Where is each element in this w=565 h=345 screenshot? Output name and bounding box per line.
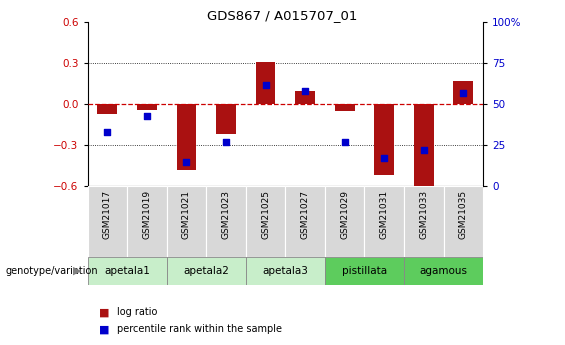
- Text: GSM21033: GSM21033: [419, 190, 428, 239]
- Bar: [444, 186, 483, 257]
- Point: [261, 82, 270, 87]
- Text: GSM21025: GSM21025: [261, 190, 270, 239]
- Bar: [176, 104, 197, 170]
- Point: [103, 129, 112, 135]
- Bar: [295, 91, 315, 104]
- Bar: [246, 186, 285, 257]
- Point: [142, 113, 151, 119]
- Bar: [404, 186, 444, 257]
- Bar: [206, 186, 246, 257]
- Point: [419, 147, 428, 153]
- Text: GSM21019: GSM21019: [142, 190, 151, 239]
- Text: ■: ■: [99, 325, 110, 334]
- Bar: [137, 104, 157, 110]
- Bar: [285, 186, 325, 257]
- Text: log ratio: log ratio: [117, 307, 157, 317]
- Text: GDS867 / A015707_01: GDS867 / A015707_01: [207, 9, 358, 22]
- Text: agamous: agamous: [420, 266, 467, 276]
- Bar: [88, 257, 167, 285]
- Point: [221, 139, 231, 145]
- Bar: [246, 257, 325, 285]
- Point: [301, 88, 310, 94]
- Bar: [167, 257, 246, 285]
- Bar: [127, 186, 167, 257]
- Text: GSM21023: GSM21023: [221, 190, 231, 239]
- Text: GSM21031: GSM21031: [380, 190, 389, 239]
- Bar: [255, 62, 276, 104]
- Text: pistillata: pistillata: [342, 266, 387, 276]
- Bar: [88, 186, 127, 257]
- Text: GSM21027: GSM21027: [301, 190, 310, 239]
- Text: percentile rank within the sample: percentile rank within the sample: [117, 325, 282, 334]
- Text: ▶: ▶: [73, 266, 82, 276]
- Text: apetala1: apetala1: [104, 266, 150, 276]
- Text: GSM21021: GSM21021: [182, 190, 191, 239]
- Bar: [325, 186, 364, 257]
- Text: genotype/variation: genotype/variation: [6, 266, 98, 276]
- Bar: [404, 257, 483, 285]
- Bar: [375, 104, 394, 175]
- Text: ■: ■: [99, 307, 110, 317]
- Bar: [334, 104, 355, 111]
- Bar: [98, 104, 118, 114]
- Point: [380, 156, 389, 161]
- Point: [459, 90, 468, 96]
- Text: GSM21017: GSM21017: [103, 190, 112, 239]
- Bar: [364, 186, 404, 257]
- Bar: [216, 104, 236, 135]
- Bar: [167, 186, 206, 257]
- Bar: [325, 257, 404, 285]
- Point: [182, 159, 191, 165]
- Text: apetala2: apetala2: [183, 266, 229, 276]
- Text: GSM21035: GSM21035: [459, 190, 468, 239]
- Bar: [454, 81, 473, 104]
- Text: apetala3: apetala3: [262, 266, 308, 276]
- Bar: [414, 104, 434, 186]
- Point: [340, 139, 349, 145]
- Text: GSM21029: GSM21029: [340, 190, 349, 239]
